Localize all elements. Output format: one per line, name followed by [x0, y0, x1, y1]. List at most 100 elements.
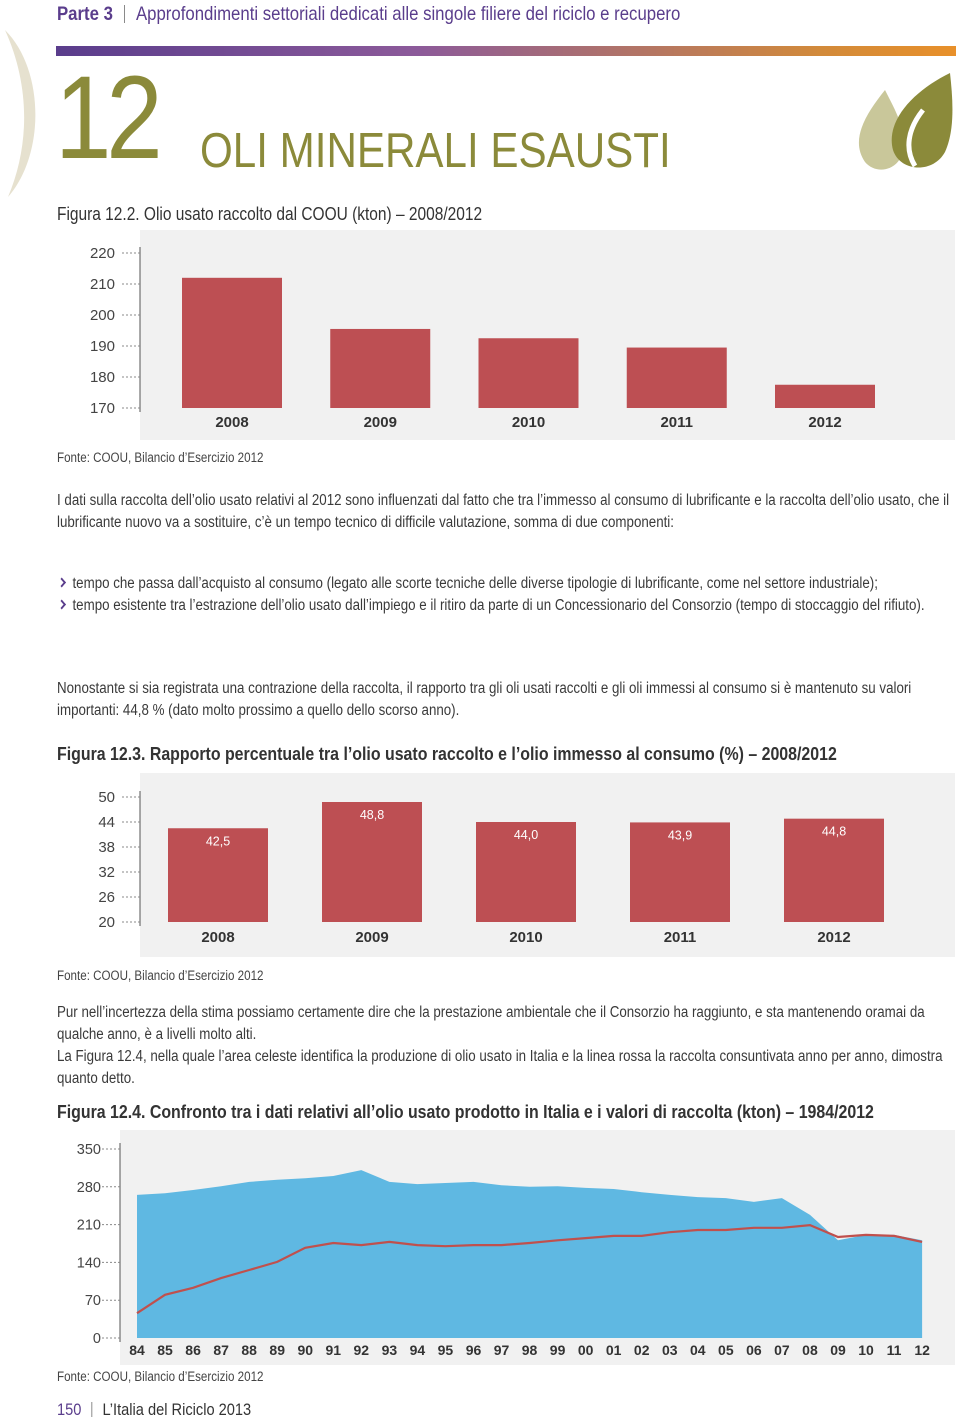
leaf-large: [891, 73, 953, 168]
x-tick-label: 91: [325, 1342, 341, 1358]
bar: [330, 328, 431, 408]
y-tick-label: 200: [90, 307, 115, 324]
bar: [168, 828, 268, 922]
separator: [124, 5, 126, 23]
data-label: 44,8: [822, 825, 846, 839]
y-tick-label: 50: [98, 789, 115, 806]
x-tick-label: 2010: [512, 414, 545, 431]
x-tick-label: 2011: [664, 929, 697, 946]
part: Parte 3: [57, 3, 113, 25]
y-tick-label: 350: [77, 1142, 101, 1158]
area: [137, 1170, 923, 1338]
y-tick-label: 280: [77, 1180, 101, 1196]
x-tick-label: 89: [269, 1342, 285, 1358]
x-tick-label: 95: [438, 1342, 454, 1358]
y-tick-label: 20: [98, 914, 115, 931]
bar: [322, 802, 422, 922]
x-tick-label: 96: [466, 1342, 482, 1358]
chart: 07 0 140 210 280 350 84 85 86 87 88 89 90 91 92 93 94 95 9…: [77, 1130, 955, 1365]
y-tick-label: 210: [90, 276, 115, 293]
x-tick-label: 98: [522, 1342, 538, 1358]
y-tick-label: 190: [90, 338, 115, 355]
x-tick-label: 00: [578, 1342, 594, 1358]
y-tick-label: 180: [90, 369, 115, 386]
x-tick-label: 02: [634, 1342, 650, 1358]
separator: [91, 1402, 93, 1417]
paragraph: La Figura 12.4, nella quale l’area celes…: [57, 1048, 943, 1087]
bar: [784, 818, 884, 922]
x-tick-label: 99: [550, 1342, 566, 1358]
bar: [478, 338, 579, 408]
source: Fonte: COOU, Bilancio d’Esercizio 2012: [57, 450, 264, 465]
x-tick-label: 93: [382, 1342, 398, 1358]
leaf-icon: [858, 73, 953, 170]
y-tick-label: 0: [93, 1331, 101, 1347]
x-tick-label: 07: [774, 1342, 790, 1358]
x-tick-label: 2008: [215, 414, 248, 431]
chapter-title: OLI MINERALI ESAUSTI: [200, 124, 671, 178]
x-tick-label: 84: [129, 1342, 145, 1358]
x-tick-label: 2008: [201, 929, 234, 946]
x-tick-label: 2011: [660, 414, 693, 431]
source: Fonte: COOU, Bilancio d’Esercizio 2012: [57, 968, 264, 983]
header: Parte 3 Approfondimenti settoriali dedic…: [57, 3, 960, 26]
bar: [182, 277, 282, 408]
line: [136, 1223, 923, 1315]
x-tick-label: 94: [410, 1342, 426, 1358]
data-label: 42,5: [206, 834, 230, 848]
x-tick-label: 2009: [355, 929, 388, 946]
section: Approfondimenti settoriali dedicati alle…: [135, 3, 681, 25]
x-tick-label: 08: [802, 1342, 818, 1358]
x-tick-label: 85: [157, 1342, 173, 1358]
bullet: tempo esistente tra l’estrazione dell’ol…: [57, 595, 957, 617]
x-tick-label: 05: [718, 1342, 734, 1358]
x-tick-label: 87: [213, 1342, 229, 1358]
swoosh-shape: [5, 30, 36, 197]
data-label: 48,8: [360, 808, 384, 822]
figure-title: Figura 12.2. Olio usato raccolto dal COO…: [57, 204, 483, 224]
chapter-number: 12: [55, 52, 163, 184]
x-tick-label: 2012: [808, 414, 841, 431]
paragraph: Pur nell’incertezza della stima possiamo…: [57, 1004, 925, 1043]
y-tick-label: 140: [77, 1255, 101, 1271]
x-tick-label: 2009: [364, 414, 397, 431]
bar: [630, 822, 730, 922]
data-label: 44,0: [514, 828, 538, 842]
footer: 150 L’Italia del Riciclo 2013: [57, 1400, 251, 1420]
y-tick-label: 26: [98, 889, 115, 906]
page-number: 150: [57, 1400, 82, 1419]
chart: 170 180 190 200 210 220 2008 2009 2010 2011 2012: [90, 230, 955, 440]
x-tick-label: 03: [662, 1342, 678, 1358]
figure-title: Figura 12.4. Confronto tra i dati relati…: [57, 1101, 874, 1122]
figure-title: Figura 12.3. Rapporto percentuale tra l’…: [57, 743, 837, 764]
header-rule: [56, 46, 956, 56]
bar: [626, 347, 727, 408]
y-tick-label: 32: [98, 864, 115, 881]
x-tick-label: 12: [914, 1342, 930, 1358]
y-tick-label: 220: [90, 245, 115, 262]
leaf-vein: [906, 108, 925, 168]
x-tick-label: 01: [606, 1342, 622, 1358]
y-tick-label: 210: [77, 1218, 101, 1234]
x-tick-label: 88: [241, 1342, 257, 1358]
x-tick-label: 90: [297, 1342, 313, 1358]
source: Fonte: COOU, Bilancio d’Esercizio 2012: [57, 1369, 264, 1384]
paragraph: Nonostante si sia registrata una contraz…: [57, 680, 912, 719]
x-tick-label: 86: [185, 1342, 201, 1358]
x-tick-label: 2012: [817, 929, 850, 946]
chart: 20 26 32 38 44 50 2008 2009 2010 2011 2012 42,5 48,8…: [98, 773, 955, 957]
y-tick-label: 170: [90, 400, 115, 417]
swoosh: [5, 30, 36, 197]
x-tick-label: 04: [690, 1342, 706, 1358]
paragraph: I dati sulla raccolta dell’olio usato re…: [57, 492, 950, 531]
x-tick-label: 11: [887, 1342, 902, 1358]
y-tick-label: 44: [98, 814, 115, 831]
x-tick-label: 97: [494, 1342, 510, 1358]
data-label: 43,9: [668, 828, 692, 842]
x-tick-label: 92: [354, 1342, 370, 1358]
leaf-small: [858, 90, 904, 170]
x-tick-label: 10: [858, 1342, 874, 1358]
x-tick-label: 2010: [509, 929, 542, 946]
bullet: tempo che passa dall’acquisto al consumo…: [57, 573, 957, 595]
